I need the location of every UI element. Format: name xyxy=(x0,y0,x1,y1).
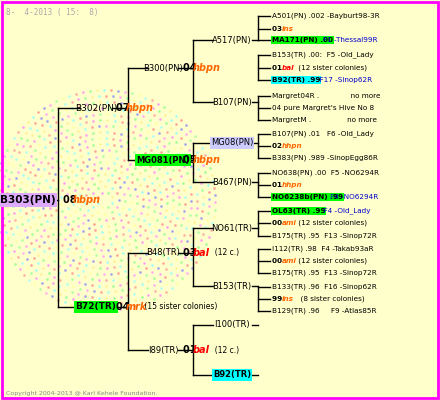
Text: 04 pure Margret's Hive No 8: 04 pure Margret's Hive No 8 xyxy=(272,105,374,111)
Text: F17 -Sinop62R: F17 -Sinop62R xyxy=(315,77,372,83)
Text: bal: bal xyxy=(193,248,210,258)
Text: B303(PN): B303(PN) xyxy=(0,195,56,205)
Text: mrk: mrk xyxy=(126,302,147,312)
Text: 02: 02 xyxy=(272,143,285,149)
Text: 00: 00 xyxy=(272,220,285,226)
Text: B92(TR): B92(TR) xyxy=(213,370,251,380)
Text: (8 sister colonies): (8 sister colonies) xyxy=(296,296,364,302)
Text: B153(TR): B153(TR) xyxy=(213,282,252,290)
Text: hbpn: hbpn xyxy=(73,195,101,205)
Text: hhpn: hhpn xyxy=(282,143,303,149)
Text: 00: 00 xyxy=(272,258,285,264)
Text: 03: 03 xyxy=(272,26,285,32)
Text: (12 c.): (12 c.) xyxy=(209,346,238,354)
Text: B153(TR) .00:  F5 -Old_Lady: B153(TR) .00: F5 -Old_Lady xyxy=(272,52,374,58)
Text: B133(TR) .96  F16 -Sinop62R: B133(TR) .96 F16 -Sinop62R xyxy=(272,284,377,290)
Text: hbpn: hbpn xyxy=(193,63,221,73)
Text: B107(PN) .01   F6 -Old_Lady: B107(PN) .01 F6 -Old_Lady xyxy=(272,131,374,137)
Text: F4 -Old_Lady: F4 -Old_Lady xyxy=(319,208,370,214)
Text: 07: 07 xyxy=(116,103,133,113)
Text: 03: 03 xyxy=(183,248,200,258)
Text: ami: ami xyxy=(282,220,297,226)
Text: I100(TR): I100(TR) xyxy=(214,320,250,330)
Text: B383(PN) .989 -SinopEgg86R: B383(PN) .989 -SinopEgg86R xyxy=(272,155,378,161)
Text: MG08(PN): MG08(PN) xyxy=(211,138,253,148)
Text: MargretM .                no more: MargretM . no more xyxy=(272,117,377,123)
Text: 8-  4-2013 ( 15:  8): 8- 4-2013 ( 15: 8) xyxy=(6,8,99,17)
Text: B300(PN): B300(PN) xyxy=(143,64,183,72)
Text: bal: bal xyxy=(193,345,210,355)
Text: NO6238b(PN) .99: NO6238b(PN) .99 xyxy=(272,194,343,200)
Text: (15 sister colonies): (15 sister colonies) xyxy=(143,302,218,312)
Text: F1 -Thessal99R: F1 -Thessal99R xyxy=(323,37,377,43)
Text: B302(PN): B302(PN) xyxy=(75,104,117,112)
Text: NO638(PN) .00  F5 -NO6294R: NO638(PN) .00 F5 -NO6294R xyxy=(272,170,379,176)
Text: hbpn: hbpn xyxy=(193,155,221,165)
Text: (12 c.): (12 c.) xyxy=(209,248,238,258)
Text: B92(TR) .99: B92(TR) .99 xyxy=(272,77,320,83)
Text: hbpn: hbpn xyxy=(126,103,154,113)
Text: ami: ami xyxy=(282,258,297,264)
Text: B175(TR) .95  F13 -Sinop72R: B175(TR) .95 F13 -Sinop72R xyxy=(272,270,377,276)
Text: 01: 01 xyxy=(272,65,285,71)
Text: MA171(PN) .00: MA171(PN) .00 xyxy=(272,37,333,43)
Text: (12 sister colonies): (12 sister colonies) xyxy=(296,65,367,71)
Text: I112(TR) .98  F4 -Takab93aR: I112(TR) .98 F4 -Takab93aR xyxy=(272,246,374,252)
Text: B129(TR) .96     F9 -Atlas85R: B129(TR) .96 F9 -Atlas85R xyxy=(272,308,377,314)
Text: 01: 01 xyxy=(183,345,200,355)
Text: 05: 05 xyxy=(183,155,200,165)
Text: B48(TR): B48(TR) xyxy=(146,248,180,258)
Text: 99: 99 xyxy=(272,296,285,302)
Text: NO61(TR): NO61(TR) xyxy=(212,224,253,232)
Text: 08: 08 xyxy=(63,195,80,205)
Text: hhpn: hhpn xyxy=(282,182,303,188)
Text: Margret04R .              no more: Margret04R . no more xyxy=(272,93,381,99)
Text: A517(PN): A517(PN) xyxy=(212,36,252,44)
Text: A501(PN) .002 -Bayburt98-3R: A501(PN) .002 -Bayburt98-3R xyxy=(272,13,380,19)
Text: F4 -NO6294R: F4 -NO6294R xyxy=(330,194,379,200)
Text: bal: bal xyxy=(282,65,295,71)
Text: B107(PN): B107(PN) xyxy=(212,98,252,106)
Text: 04: 04 xyxy=(183,63,200,73)
Text: Copyright 2004-2013 @ Karl Kehele Foundation.: Copyright 2004-2013 @ Karl Kehele Founda… xyxy=(6,391,158,396)
Text: OL63(TR) .99: OL63(TR) .99 xyxy=(272,208,326,214)
Text: (12 sister colonies): (12 sister colonies) xyxy=(296,258,367,264)
Text: ins: ins xyxy=(282,26,294,32)
Text: I89(TR): I89(TR) xyxy=(148,346,178,354)
Text: MG081(PN): MG081(PN) xyxy=(136,156,190,164)
Text: B467(PN): B467(PN) xyxy=(212,178,252,186)
Text: B175(TR) .95  F13 -Sinop72R: B175(TR) .95 F13 -Sinop72R xyxy=(272,233,377,239)
Text: 04: 04 xyxy=(116,302,133,312)
Text: (12 sister colonies): (12 sister colonies) xyxy=(296,220,367,226)
Text: 01: 01 xyxy=(272,182,285,188)
Text: B72(TR): B72(TR) xyxy=(76,302,117,312)
Text: ins: ins xyxy=(282,296,294,302)
